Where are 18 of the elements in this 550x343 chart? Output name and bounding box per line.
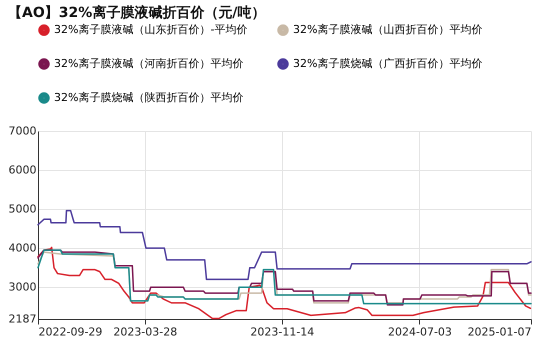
x-tick-label: 2024-07-03: [388, 326, 452, 338]
y-tick-label: 6000: [8, 164, 36, 177]
legend-label: 32%离子膜液碱（山东折百价）-平均价: [54, 23, 248, 36]
legend-label: 32%离子膜烧碱（陕西折百价）平均价: [54, 91, 244, 104]
y-tick-label: 2187: [8, 312, 36, 326]
line-series: [37, 210, 532, 280]
legend-label: 32%离子膜液碱（河南折百价）平均价: [54, 57, 244, 70]
x-tick-label: 2023-03-28: [113, 326, 178, 338]
x-tick-label: 2023-11-14: [250, 326, 314, 338]
chart-title: 【AO】32%离子膜液碱折百价（元/吨）: [8, 4, 266, 21]
y-tick-label: 7000: [8, 124, 36, 138]
y-tick-label: 3000: [8, 280, 36, 294]
y-tick-label: 5000: [8, 202, 36, 216]
x-tick-label: 2025-01-07: [468, 326, 532, 338]
legend-label: 32%离子膜烧碱（广西折百价）平均价: [293, 57, 482, 70]
legend-label: 32%离子膜液碱（山西折百价）平均价: [293, 23, 482, 36]
y-tick-label: 4000: [8, 242, 36, 255]
x-tick-label: 2022-09-29: [38, 326, 102, 338]
